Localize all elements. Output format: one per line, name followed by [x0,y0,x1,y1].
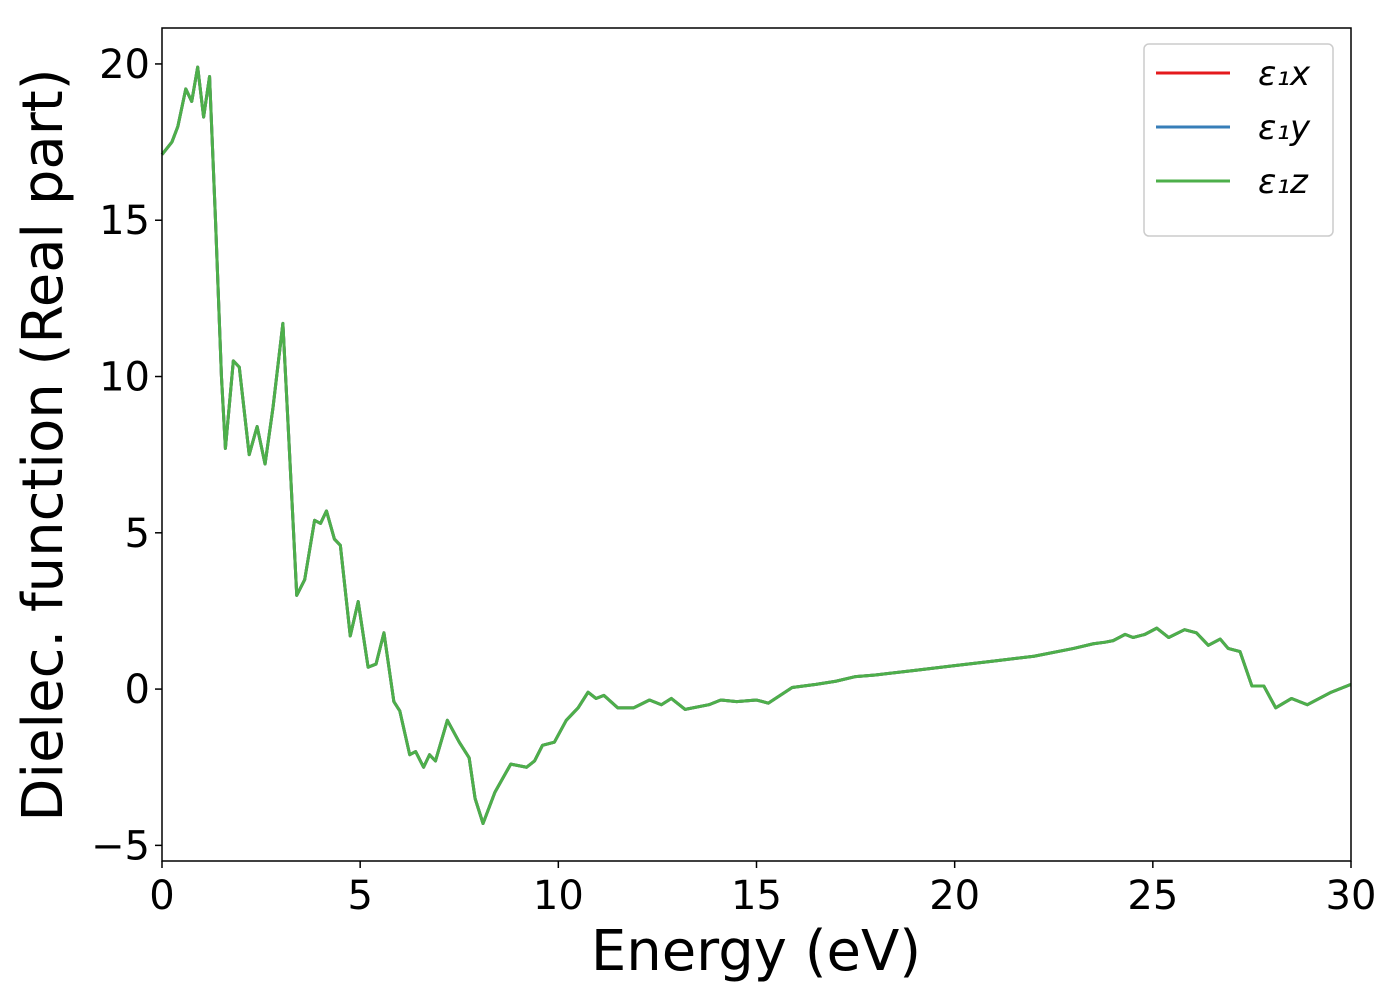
y-tick-label: 10 [99,355,150,401]
series-line [160,65,1352,825]
y-tick-label: 15 [99,198,150,244]
x-tick-label: 0 [149,873,174,919]
legend-label: ε₁y [1258,108,1311,148]
x-tick-label: 10 [533,873,584,919]
legend-label: ε₁z [1258,162,1309,202]
y-tick-label: 20 [99,42,150,88]
x-tick-label: 20 [929,873,980,919]
y-axis-label: Dielec. function (Real part) [11,68,76,821]
legend-box [1143,43,1334,237]
x-axis-label: Energy (eV) [591,919,921,984]
y-tick-label: 5 [125,511,150,557]
x-tick-label: 30 [1326,873,1377,919]
y-tick-label: 0 [125,667,150,713]
x-tick-label: 25 [1127,873,1178,919]
legend-label: ε₁x [1258,54,1311,94]
x-tick-label: 15 [731,873,782,919]
plot-frame [161,27,1352,862]
x-tick-label: 5 [347,873,372,919]
y-tick-label: −5 [91,823,150,869]
